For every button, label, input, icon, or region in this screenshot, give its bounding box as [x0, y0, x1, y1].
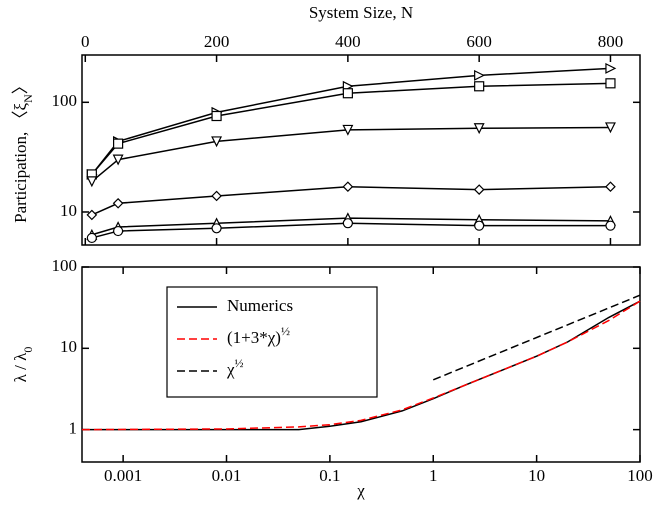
marker [604, 122, 616, 134]
marker [474, 69, 486, 81]
legend-label: (1+3*χ)½ [227, 324, 290, 347]
marker [605, 78, 616, 89]
legend-label-sup: ½ [281, 324, 290, 338]
plot-frame [81, 54, 641, 246]
marker [605, 220, 616, 231]
x-tick-label: 1 [429, 466, 438, 485]
legend-label: χ½ [226, 356, 244, 379]
marker [474, 220, 485, 231]
marker [113, 138, 124, 149]
y-tick-label: 100 [52, 256, 78, 275]
marker [211, 136, 223, 148]
y-axis-label-sub: 0 [21, 347, 35, 353]
legend-label-main: (1+3*χ) [227, 328, 281, 347]
x-tick-label: 600 [466, 32, 492, 51]
series-line [91, 126, 611, 182]
series-line [81, 300, 641, 431]
marker [211, 110, 222, 122]
x-tick-label: 0.1 [319, 466, 340, 485]
legend-label: Numerics [227, 296, 293, 315]
y-tick-label: 10 [60, 337, 77, 356]
marker [342, 181, 354, 193]
marker [86, 176, 98, 188]
marker [113, 225, 124, 237]
x-tick-label: 100 [627, 466, 653, 485]
y-tick-label: 10 [60, 201, 77, 220]
y-axis-label-main: Participation, 〈ξ [11, 102, 30, 222]
legend-label-sup: ½ [235, 356, 244, 370]
marker [473, 184, 485, 195]
y-axis-label-main: λ / λ [11, 352, 30, 382]
marker [474, 81, 485, 92]
x-tick-label: 200 [204, 32, 230, 51]
y-tick-label: 100 [52, 91, 78, 110]
marker [86, 232, 97, 244]
marker [86, 209, 98, 221]
series-line [91, 185, 611, 216]
y-tick-label: 1 [69, 419, 78, 438]
marker [211, 223, 222, 234]
marker [112, 154, 124, 166]
plot-frame [81, 266, 641, 463]
y-axis-label-suffix: 〉 [11, 77, 30, 94]
x-axis-label: System Size, N [309, 3, 413, 22]
x-tick-label: 0.01 [212, 466, 242, 485]
y-axis-label: Participation, 〈ξN〉 [11, 77, 35, 223]
marker [342, 218, 353, 229]
y-axis-label: λ / λ0 [11, 347, 35, 383]
marker [342, 88, 353, 99]
x-axis-label: χ [356, 481, 365, 500]
x-tick-label: 0.001 [104, 466, 142, 485]
series-line [91, 67, 611, 175]
x-tick-label: 0 [81, 32, 90, 51]
y-axis-label-sub: N [21, 94, 35, 103]
x-tick-label: 10 [528, 466, 545, 485]
series-line [91, 217, 611, 236]
marker [473, 123, 485, 135]
series-line [432, 294, 641, 381]
marker [211, 190, 222, 202]
x-tick-label: 800 [598, 32, 624, 51]
x-tick-label: 400 [335, 32, 361, 51]
marker [605, 62, 617, 74]
legend-label-main: χ [226, 360, 235, 379]
marker [112, 197, 124, 209]
series-line [91, 82, 611, 175]
marker [605, 181, 616, 193]
legend-box [166, 286, 378, 398]
marker [342, 124, 354, 136]
